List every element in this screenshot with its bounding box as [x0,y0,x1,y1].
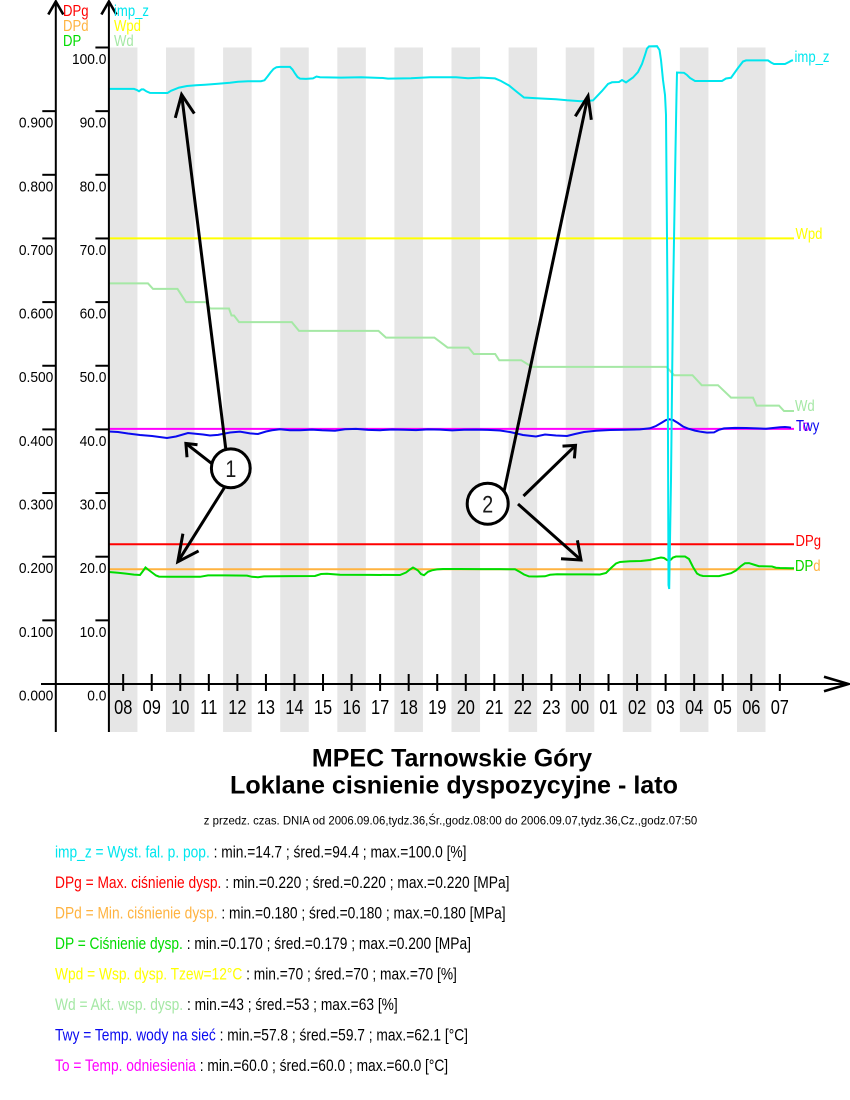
svg-text:100.0: 100.0 [72,51,107,67]
svg-text:0.900: 0.900 [19,114,54,130]
svg-text:01: 01 [599,695,617,718]
svg-text:06: 06 [742,695,760,718]
svg-text:10.0: 10.0 [80,624,107,640]
svg-text:DPd: DPd [63,18,89,35]
svg-text:05: 05 [714,695,732,718]
svg-text:Wpd: Wpd [114,18,141,35]
svg-text:DP = Ciśnienie dysp. : min.=0.: DP = Ciśnienie dysp. : min.=0.170 ; śred… [55,935,471,953]
svg-text:0.700: 0.700 [19,242,54,258]
svg-text:2: 2 [482,491,493,518]
svg-text:0.100: 0.100 [19,624,54,640]
svg-text:0.200: 0.200 [19,560,54,576]
svg-text:17: 17 [371,695,389,718]
svg-text:14: 14 [285,695,303,718]
svg-text:23: 23 [542,695,560,718]
svg-text:30.0: 30.0 [80,496,107,512]
svg-text:Wpd = Wsp. dysp. Tzew=12°C : m: Wpd = Wsp. dysp. Tzew=12°C : min.=70 ; ś… [55,965,457,983]
svg-text:04: 04 [685,695,703,718]
svg-text:16: 16 [342,695,360,718]
svg-text:80.0: 80.0 [80,178,107,194]
svg-text:20.0: 20.0 [80,560,107,576]
svg-text:18: 18 [400,695,418,718]
svg-text:0.0: 0.0 [87,687,106,703]
svg-text:DPd: DPd [795,558,821,575]
svg-text:DPg: DPg [63,3,89,20]
svg-text:60.0: 60.0 [80,305,107,321]
svg-text:15: 15 [314,695,332,718]
svg-text:Twy = Temp. wody na sieć : min: Twy = Temp. wody na sieć : min.=57.8 ; ś… [55,1026,468,1044]
svg-text:19: 19 [428,695,446,718]
svg-text:40.0: 40.0 [80,433,107,449]
svg-text:12: 12 [228,695,246,718]
svg-text:03: 03 [656,695,674,718]
svg-text:0.800: 0.800 [19,178,54,194]
svg-text:20: 20 [457,695,475,718]
svg-text:90.0: 90.0 [80,114,107,130]
svg-text:Wpd: Wpd [796,226,823,243]
svg-text:0.600: 0.600 [19,305,54,321]
svg-text:To: To [796,418,810,435]
svg-text:imp_z: imp_z [795,49,830,66]
svg-text:1: 1 [225,455,236,482]
svg-text:MPEC Tarnowskie Góry: MPEC Tarnowskie Góry [312,745,592,773]
svg-text:DPg = Max. ciśnienie dysp. : m: DPg = Max. ciśnienie dysp. : min.=0.220 … [55,874,509,892]
svg-text:00: 00 [571,695,589,718]
svg-text:09: 09 [143,695,161,718]
svg-text:To = Temp. odniesienia : min.=: To = Temp. odniesienia : min.=60.0 ; śre… [55,1057,448,1075]
svg-text:0.000: 0.000 [19,687,54,703]
svg-text:Twy: Twy [796,418,820,435]
svg-text:Wd: Wd [795,398,815,415]
svg-text:DP: DP [795,558,813,575]
svg-text:13: 13 [257,695,275,718]
svg-text:70.0: 70.0 [80,242,107,258]
svg-text:0.500: 0.500 [19,369,54,385]
svg-text:z przedz. czas. DNIA od 2006.0: z przedz. czas. DNIA od 2006.09.06,tydz.… [204,814,697,827]
svg-text:DP: DP [63,33,81,50]
svg-text:02: 02 [628,695,646,718]
svg-text:imp_z = Wyst. fal. p. pop. : m: imp_z = Wyst. fal. p. pop. : min.=14.7 ;… [55,843,466,861]
svg-text:08: 08 [114,695,132,718]
svg-text:22: 22 [514,695,532,718]
svg-text:0.400: 0.400 [19,433,54,449]
svg-text:11: 11 [200,695,217,718]
svg-text:Loklane cisnienie dyspozycyjne: Loklane cisnienie dyspozycyjne - lato [230,772,678,800]
svg-text:DPg: DPg [796,533,822,550]
svg-text:07: 07 [771,695,789,718]
svg-text:DPd = Min. ciśnienie dysp. : m: DPd = Min. ciśnienie dysp. : min.=0.180 … [55,904,506,922]
svg-text:Wd = Akt. wsp. dysp. : min.=43: Wd = Akt. wsp. dysp. : min.=43 ; śred.=5… [55,996,398,1014]
svg-text:21: 21 [485,695,503,718]
svg-text:10: 10 [171,695,189,718]
svg-text:Wd: Wd [114,33,134,50]
svg-text:imp_z: imp_z [114,3,149,20]
svg-text:0.300: 0.300 [19,496,54,512]
svg-text:50.0: 50.0 [80,369,107,385]
